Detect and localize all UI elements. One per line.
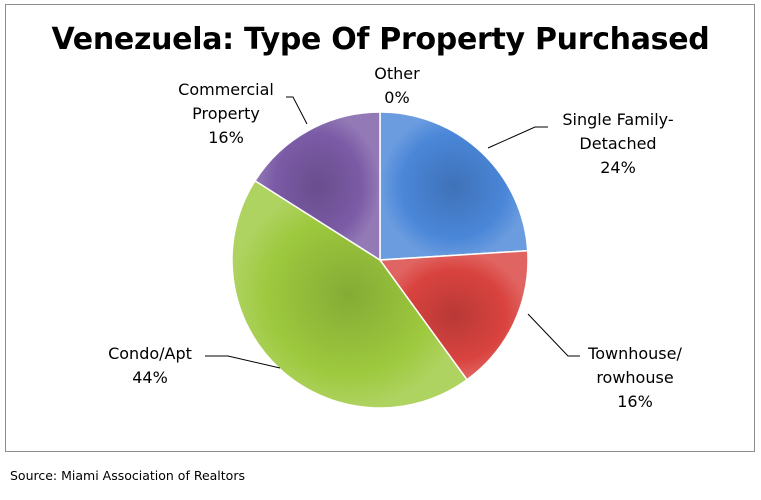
slice-label-single-family-value: 24% (600, 158, 636, 177)
chart-title: Venezuela: Type Of Property Purchased (51, 22, 710, 57)
slice-label-commercial-value: 16% (208, 128, 244, 147)
slice-label-condo-name: Condo/Apt (108, 344, 192, 363)
slice-label-single-family-line2: Detached (579, 134, 657, 153)
slice-label-condo: Condo/Apt 44% (95, 342, 205, 390)
slice-label-commercial-line2: Property (192, 104, 260, 123)
pie-slice-single-family-detached (379, 111, 529, 261)
leader-line-condo (205, 355, 281, 369)
slice-label-townhouse: Townhouse/ rowhouse 16% (575, 342, 695, 414)
leader-line-single-family (487, 126, 548, 149)
slice-label-single-family-line1: Single Family- (562, 110, 674, 129)
slice-label-other: Other 0% (357, 62, 437, 110)
slice-label-townhouse-value: 16% (617, 392, 653, 411)
slice-label-condo-value: 44% (132, 368, 168, 387)
pie-slice-commercial-property (254, 111, 381, 262)
slice-label-commercial-line1: Commercial (178, 80, 274, 99)
pie-slice-townhouse-rowhouse (378, 249, 529, 381)
source-note: Source: Miami Association of Realtors (10, 468, 245, 483)
slice-label-commercial: Commercial Property 16% (166, 78, 286, 150)
slice-label-other-name: Other (374, 64, 420, 83)
slice-label-single-family: Single Family- Detached 24% (548, 108, 688, 180)
slice-label-townhouse-line2: rowhouse (596, 368, 674, 387)
leader-line-commercial (286, 96, 308, 125)
slice-label-townhouse-line1: Townhouse/ (588, 344, 682, 363)
leader-line-townhouse (527, 313, 580, 357)
slice-label-other-value: 0% (384, 88, 410, 107)
